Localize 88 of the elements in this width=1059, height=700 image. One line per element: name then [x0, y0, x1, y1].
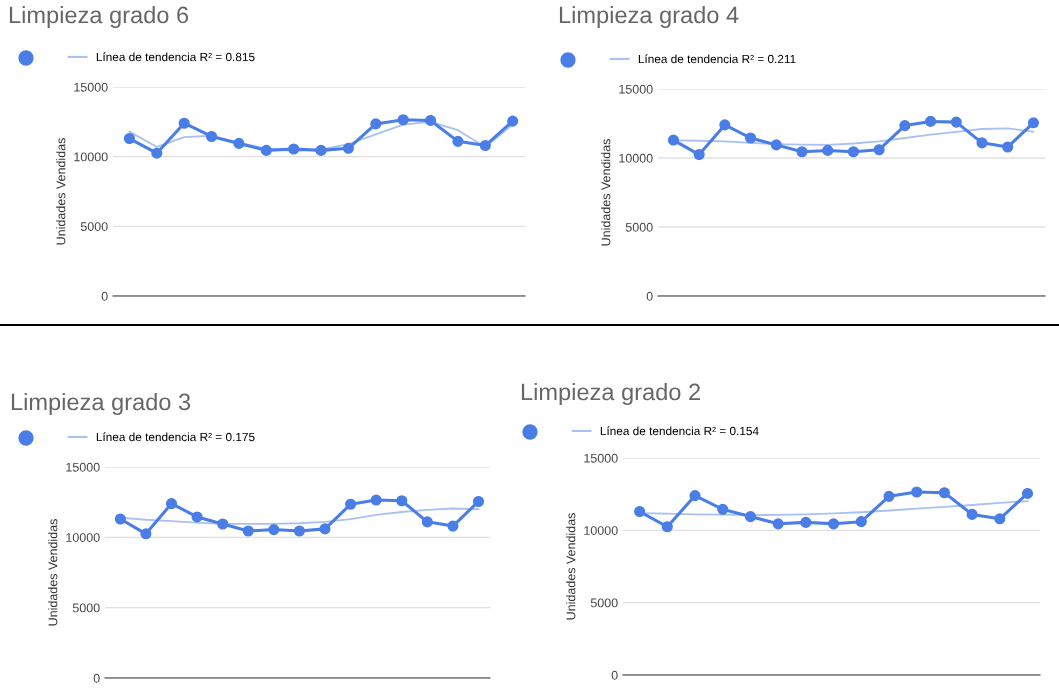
point [925, 115, 937, 127]
point [770, 139, 782, 151]
point [165, 498, 178, 510]
point [744, 511, 757, 523]
y-tick-label: 15000 [619, 84, 653, 94]
point [191, 511, 203, 523]
y-tick-label: 5000 [80, 222, 108, 231]
y-tick-label: 15000 [74, 82, 108, 92]
y-tick-label: 10000 [584, 526, 618, 535]
point [689, 490, 701, 502]
point [899, 120, 911, 132]
point [288, 143, 300, 155]
point [315, 144, 327, 156]
y-tick-label: 10000 [619, 153, 653, 163]
y-tick-label: 5000 [590, 598, 618, 608]
y-axis-title: Unidades Vendidas [601, 139, 611, 246]
point [397, 114, 409, 126]
point [855, 516, 867, 528]
y-tick-label: 10000 [74, 152, 108, 162]
point [424, 114, 437, 126]
point [452, 135, 464, 147]
y-tick-label: 15000 [584, 453, 618, 463]
point [1021, 487, 1034, 499]
y-axis-title: Unidades Vendidas [566, 513, 576, 620]
point [667, 134, 679, 146]
point [847, 146, 859, 158]
y-tick-label: 0 [646, 291, 653, 301]
point [151, 147, 163, 159]
y-tick-label: 10000 [66, 533, 100, 542]
point [719, 119, 731, 131]
point [966, 508, 978, 520]
point [661, 521, 673, 533]
point [217, 518, 229, 530]
point [421, 516, 433, 528]
y-tick-label: 15000 [66, 462, 100, 472]
chart-title: Limpieza grado 3 [11, 393, 191, 416]
point [370, 118, 382, 130]
point [242, 525, 254, 537]
point [370, 494, 382, 506]
point [938, 487, 950, 499]
y-axis-title: Unidades Vendidas [48, 519, 58, 626]
chart-title: Limpieza grado 4 [559, 6, 739, 29]
point [268, 524, 280, 536]
point [1027, 117, 1039, 129]
legend-label: Línea de tendencia R² = 0.154 [600, 426, 759, 436]
point [1002, 141, 1014, 153]
point [472, 495, 485, 508]
point [822, 144, 834, 156]
point [994, 513, 1006, 525]
point [260, 144, 272, 156]
point [345, 498, 357, 510]
point [447, 520, 459, 532]
y-tick-label: 0 [93, 673, 100, 683]
point [717, 503, 729, 515]
y-tick-label: 0 [611, 670, 618, 680]
point [911, 486, 923, 498]
point [140, 528, 152, 540]
legend-label: Línea de tendencia R² = 0.815 [96, 52, 255, 62]
point [342, 142, 354, 154]
point [178, 117, 190, 129]
point [293, 525, 305, 537]
point [772, 518, 784, 530]
y-axis-title: Unidades Vendidas [56, 138, 66, 245]
point [114, 513, 126, 525]
point [205, 130, 218, 143]
point [123, 132, 135, 145]
y-tick-label: 5000 [72, 603, 100, 613]
point [634, 505, 646, 518]
point [396, 495, 408, 507]
chart-title: Limpieza grado 2 [521, 383, 700, 406]
point [479, 139, 491, 152]
chart-title: Limpieza grado 6 [9, 6, 189, 29]
point [800, 516, 812, 528]
point [976, 137, 988, 149]
point [745, 132, 757, 144]
point [319, 523, 331, 535]
point [873, 144, 885, 156]
point [693, 148, 705, 161]
point [828, 518, 840, 530]
point [233, 137, 245, 149]
legend-label: Línea de tendencia R² = 0.175 [96, 432, 255, 442]
y-tick-label: 0 [101, 291, 108, 301]
point [883, 490, 895, 502]
point [950, 116, 962, 128]
y-tick-label: 5000 [625, 222, 653, 232]
point [507, 115, 519, 127]
point [796, 146, 808, 158]
legend-label: Línea de tendencia R² = 0.211 [638, 54, 796, 64]
